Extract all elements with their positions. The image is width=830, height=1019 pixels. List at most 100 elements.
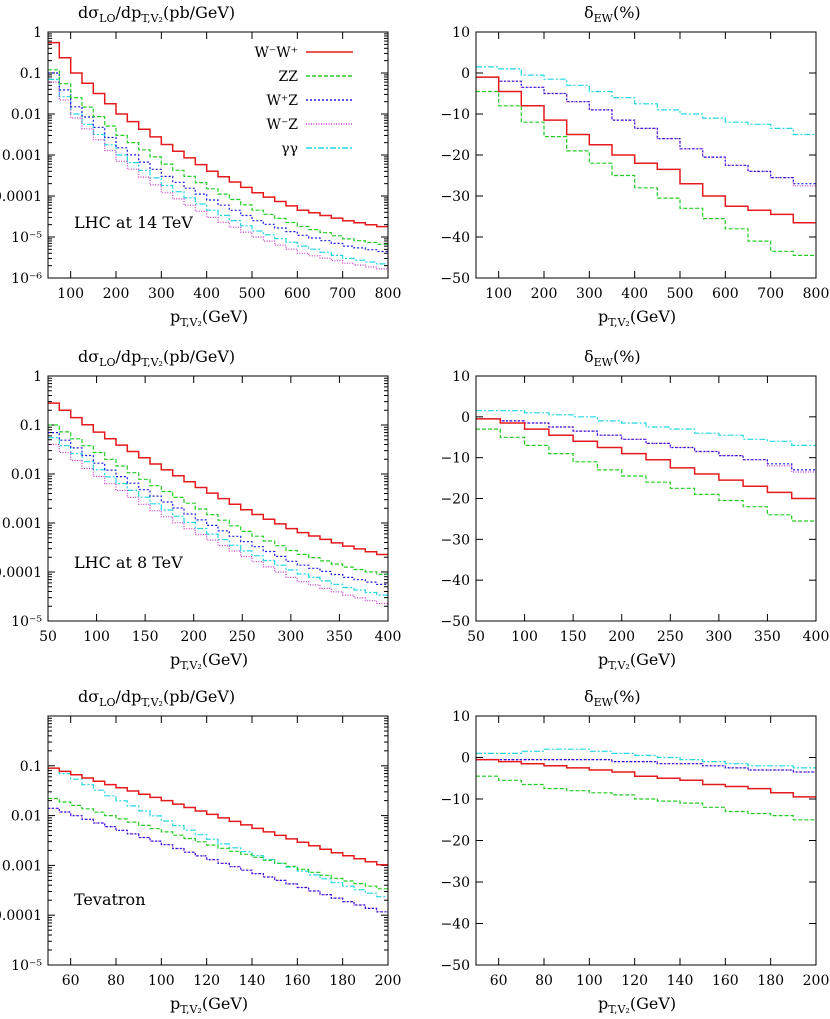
y-tick-label: 0.01 — [11, 467, 42, 483]
series-line-WW — [476, 76, 816, 224]
series-group — [476, 748, 816, 821]
x-tick-label: 350 — [754, 629, 781, 645]
x-tick-label: 400 — [375, 629, 402, 645]
x-tick-label: 60 — [62, 973, 80, 989]
x-tick-label: 700 — [757, 286, 784, 302]
x-axis-label: pT,V₂(GeV) — [170, 650, 248, 672]
x-tick-label: 140 — [239, 973, 266, 989]
x-tick-label: 400 — [193, 286, 220, 302]
panel-title: δEW(%) — [584, 347, 641, 369]
x-tick-label: 100 — [485, 286, 512, 302]
series-line-ZZ — [48, 69, 388, 245]
y-tick-label: 10⁻⁵ — [11, 958, 42, 974]
legend: W⁻W⁺ ZZ W⁺Z W⁻Z γγ — [254, 45, 353, 157]
x-tick-label: 60 — [490, 973, 508, 989]
x-tick-label: 400 — [621, 286, 648, 302]
y-tick-label: 0.001 — [2, 148, 42, 164]
x-tick-label: 200 — [608, 629, 635, 645]
x-tick-label: 600 — [284, 286, 311, 302]
series-line-ZZ — [48, 797, 388, 890]
y-tick-label: −10 — [440, 107, 470, 123]
series-line-WW — [476, 418, 816, 500]
x-tick-label: 300 — [148, 286, 175, 302]
series-line-ZZ — [476, 775, 816, 821]
x-tick-label: 200 — [531, 286, 558, 302]
series-group — [476, 66, 816, 256]
legend-label: γγ — [281, 141, 298, 157]
x-tick-label: 160 — [284, 973, 311, 989]
x-tick-label: 200 — [375, 973, 402, 989]
y-tick-label: 0.1 — [20, 418, 42, 434]
x-tick-label: 140 — [667, 973, 694, 989]
y-tick-label: −30 — [440, 532, 470, 548]
x-tick-label: 800 — [375, 286, 402, 302]
x-tick-label: 100 — [57, 286, 84, 302]
x-tick-label: 100 — [83, 629, 110, 645]
x-tick-label: 500 — [667, 286, 694, 302]
panel-annotation: Tevatron — [74, 890, 146, 909]
y-tick-label: −30 — [440, 189, 470, 205]
series-line-WmZ — [48, 443, 388, 605]
series-line-WW — [48, 402, 388, 556]
x-tick-label: 80 — [107, 973, 125, 989]
x-tick-label: 200 — [180, 629, 207, 645]
panel-title: dσLO/dpT,V₂(pb/GeV) — [78, 3, 235, 25]
x-axis-label: pT,V₂(GeV) — [170, 307, 248, 329]
panel-title: dσLO/dpT,V₂(pb/GeV) — [78, 347, 235, 369]
x-tick-label: 100 — [148, 973, 175, 989]
y-tick-label: 0.001 — [2, 858, 42, 874]
x-tick-label: 180 — [757, 973, 784, 989]
legend-label: W⁻W⁺ — [254, 45, 298, 61]
panel-LHC8-ew: 50 100 150 200 250 300 350 400 −50 −40 −30 −20 −10 0 1… — [440, 347, 829, 672]
panel-annotation: LHC at 8 TeV — [74, 553, 183, 572]
y-tick-label: 0.01 — [11, 809, 42, 825]
y-tick-label: 10 — [452, 709, 470, 725]
x-tick-label: 200 — [103, 286, 130, 302]
panel-LHC14-xs: 100 200 300 400 500 600 700 800 10⁻⁶ 10⁻⁵ 0.0001 0.… — [0, 3, 401, 329]
x-tick-label: 120 — [193, 973, 220, 989]
series-line-WmZ — [476, 76, 816, 187]
series-group — [48, 41, 388, 270]
x-tick-label: 100 — [576, 973, 603, 989]
y-tick-label: 1 — [33, 25, 42, 41]
series-line-ZZ — [476, 428, 816, 522]
plot-frame — [475, 375, 817, 622]
panel-title: dσLO/dpT,V₂(pb/GeV) — [78, 687, 235, 709]
y-tick-label: 10⁻⁶ — [11, 271, 42, 287]
y-tick-label: 10⁻⁵ — [11, 614, 42, 630]
y-tick-label: −40 — [440, 917, 470, 933]
x-tick-label: 300 — [576, 286, 603, 302]
y-tick-label: −20 — [440, 148, 470, 164]
y-tick-label: 10 — [452, 369, 470, 385]
y-tick-label: −30 — [440, 875, 470, 891]
plot-frame — [47, 375, 389, 622]
y-tick-label: 10⁻⁵ — [11, 230, 42, 246]
y-tick-label: 0.001 — [2, 516, 42, 532]
panel-Tevatron-ew: 60 80 100 120 140 160 180 200 −50 −40 −30 −20 −10 0 10… — [440, 687, 829, 1016]
x-axis-label: pT,V₂(GeV) — [598, 307, 676, 329]
x-tick-label: 200 — [803, 973, 830, 989]
series-line-ZZ — [48, 424, 388, 575]
plot-frame — [47, 31, 389, 279]
x-tick-label: 160 — [712, 973, 739, 989]
y-tick-label: −50 — [440, 958, 470, 974]
x-tick-label: 300 — [277, 629, 304, 645]
panel-annotation: LHC at 14 TeV — [74, 213, 193, 232]
x-tick-label: 700 — [329, 286, 356, 302]
y-tick-label: −40 — [440, 230, 470, 246]
series-line-WmZ — [48, 81, 388, 270]
series-group — [48, 767, 388, 913]
x-tick-label: 400 — [803, 629, 830, 645]
y-tick-label: 0.0001 — [0, 565, 42, 581]
series-group — [48, 402, 388, 605]
y-tick-label: 0.0001 — [0, 189, 42, 205]
x-tick-label: 250 — [229, 629, 256, 645]
y-tick-label: −50 — [440, 271, 470, 287]
panel-title: δEW(%) — [584, 687, 641, 709]
y-tick-label: −20 — [440, 834, 470, 850]
series-line-WW — [476, 758, 816, 798]
x-axis-label: pT,V₂(GeV) — [170, 994, 248, 1016]
series-line-AA — [476, 66, 816, 136]
series-line-WpZ — [48, 432, 388, 585]
y-tick-label: 1 — [33, 369, 42, 385]
